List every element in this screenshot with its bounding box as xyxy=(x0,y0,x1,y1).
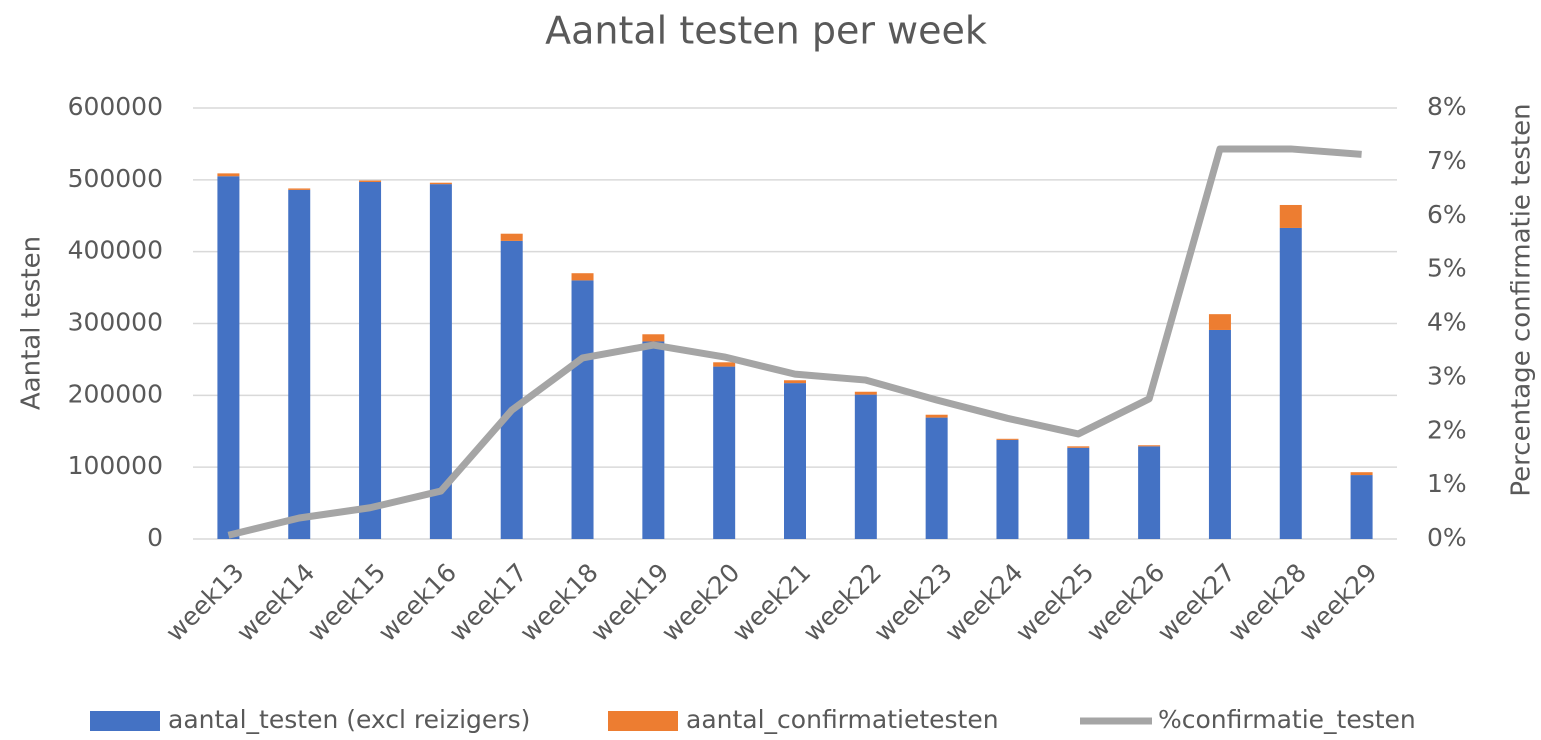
bar xyxy=(996,438,1019,440)
legend-label: %confirmatie_testen xyxy=(1158,705,1416,734)
x-tick-label: week23 xyxy=(868,558,957,647)
legend-label: aantal_confirmatietesten xyxy=(686,705,999,734)
bar xyxy=(571,280,594,539)
bar xyxy=(925,417,948,539)
bar xyxy=(784,383,806,539)
y-tick-label: 100000 xyxy=(68,451,163,480)
legend-swatch xyxy=(608,711,678,731)
y2-tick-label: 7% xyxy=(1427,146,1467,175)
y-tick-label: 300000 xyxy=(68,308,163,337)
bar xyxy=(925,414,948,418)
bar xyxy=(642,341,665,539)
y-tick-label: 200000 xyxy=(68,379,163,408)
line xyxy=(227,145,1362,539)
bar xyxy=(1067,446,1090,448)
legend-swatch xyxy=(90,711,160,731)
bar xyxy=(429,182,452,185)
y2-tick-label: 4% xyxy=(1427,308,1467,337)
bar xyxy=(713,366,736,539)
x-tick-label: week25 xyxy=(1010,558,1099,647)
y2-tick-label: 0% xyxy=(1427,523,1467,552)
x-tick-label: week26 xyxy=(1081,558,1170,647)
bar xyxy=(784,380,806,384)
x-tick-label: week17 xyxy=(443,558,532,647)
y2-tick-label: 6% xyxy=(1427,200,1467,229)
bar xyxy=(854,394,877,539)
bar xyxy=(1279,204,1302,228)
bar xyxy=(1350,472,1373,476)
bar xyxy=(500,240,523,539)
bar xyxy=(288,188,311,190)
x-tick-label: week29 xyxy=(1293,558,1382,647)
y-tick-label: 500000 xyxy=(68,164,163,193)
y2-tick-label: 5% xyxy=(1427,254,1467,283)
x-tick-label: week20 xyxy=(656,558,745,647)
bar xyxy=(996,439,1019,539)
bar xyxy=(1067,447,1090,539)
bar xyxy=(1138,446,1161,539)
bar xyxy=(854,391,877,395)
y2-axis-title: Percentage confirmatie testen xyxy=(1507,103,1537,496)
bar xyxy=(288,189,311,539)
x-tick-label: week15 xyxy=(302,558,391,647)
chart-title: Aantal testen per week xyxy=(545,9,987,53)
legend-label: aantal_testen (excl reizigers) xyxy=(168,705,530,734)
bar xyxy=(500,233,523,241)
x-tick-label: week14 xyxy=(231,558,320,647)
x-tick-label: week27 xyxy=(1152,558,1241,647)
x-tick-label: week18 xyxy=(514,558,603,647)
y2-tick-label: 1% xyxy=(1427,469,1467,498)
bar xyxy=(217,176,240,539)
bar xyxy=(642,334,665,342)
y-tick-label: 600000 xyxy=(68,92,163,121)
bar xyxy=(1350,475,1373,539)
bar xyxy=(217,173,240,177)
bar xyxy=(1279,227,1302,539)
x-tick-label: week28 xyxy=(1223,558,1312,647)
y-axis-title: Aantal testen xyxy=(17,236,47,410)
y2-tick-label: 8% xyxy=(1427,92,1467,121)
bar xyxy=(359,180,382,182)
bar xyxy=(1208,314,1231,330)
x-tick-label: week22 xyxy=(798,558,887,647)
x-tick-label: week19 xyxy=(585,558,674,647)
bar xyxy=(1208,329,1231,539)
y-tick-label: 400000 xyxy=(68,236,163,265)
x-tick-label: week24 xyxy=(939,558,1028,647)
bar xyxy=(359,181,382,539)
bar xyxy=(1138,445,1161,447)
bar xyxy=(713,362,736,367)
y-tick-label: 0 xyxy=(147,523,163,552)
x-tick-label: week21 xyxy=(727,558,816,647)
bar xyxy=(429,184,452,540)
x-tick-label: week13 xyxy=(160,558,249,647)
y2-tick-label: 3% xyxy=(1427,361,1467,390)
y2-tick-label: 2% xyxy=(1427,415,1467,444)
bar xyxy=(571,273,594,281)
x-tick-label: week16 xyxy=(373,558,462,647)
